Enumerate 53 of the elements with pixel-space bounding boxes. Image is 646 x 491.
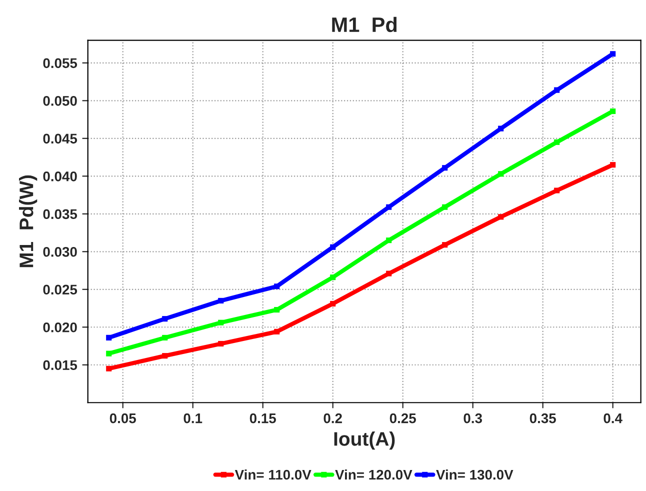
x-tick-label: 0.1: [184, 413, 202, 424]
point: [610, 51, 616, 57]
y-tick-label: 0.055: [43, 58, 78, 68]
chart-title: M1 Pd: [332, 16, 397, 32]
point: [498, 214, 504, 220]
x-tick-label: 0.4: [604, 413, 622, 424]
point: [106, 366, 112, 372]
point: [442, 165, 448, 171]
point: [554, 139, 560, 145]
point: [386, 270, 392, 276]
y-tick-label: 0.025: [43, 284, 78, 295]
legend-label: Vin= 120.0V: [335, 469, 412, 480]
legend-label: Vin= 110.0V: [234, 469, 312, 480]
point: [330, 274, 336, 280]
point: [162, 353, 168, 359]
y-tick-label: 0.040: [43, 171, 77, 182]
point: [442, 242, 448, 248]
point: [498, 171, 504, 177]
point: [554, 188, 560, 194]
y-tick-label: 0.030: [43, 246, 77, 257]
y-tick-label: 0.035: [43, 209, 78, 220]
point: [610, 162, 616, 168]
point: [106, 334, 112, 340]
point: [330, 300, 336, 307]
x-tick-label: 0.35: [530, 413, 556, 424]
point: [162, 334, 168, 340]
point: [162, 316, 168, 322]
point: [218, 298, 224, 304]
y-axis-title: M1 Pd(W): [19, 175, 38, 268]
point: [386, 238, 392, 244]
point: [442, 204, 448, 210]
point: [386, 204, 392, 210]
point: [218, 320, 224, 326]
x-tick-label: 0.15: [250, 413, 276, 424]
point: [274, 284, 280, 290]
point: [554, 87, 560, 93]
x-tick-label: 0.2: [324, 413, 342, 424]
point: [274, 328, 280, 334]
y-tick-label: 0.045: [43, 134, 78, 144]
y-tick-label: 0.020: [43, 322, 77, 332]
point: [610, 108, 616, 114]
point: [330, 244, 336, 250]
x-tick-label: 0.05: [110, 413, 136, 424]
x-tick-label: 0.25: [390, 413, 416, 424]
point: [106, 350, 112, 356]
y-tick-label: 0.015: [43, 360, 78, 370]
point: [218, 340, 224, 347]
x-axis-title: Iout(A): [334, 432, 395, 450]
y-tick-label: 0.050: [43, 96, 77, 106]
point: [274, 306, 280, 313]
x-tick-label: 0.3: [464, 413, 482, 424]
point: [498, 126, 504, 132]
legend-label: Vin= 130.0V: [436, 469, 514, 480]
